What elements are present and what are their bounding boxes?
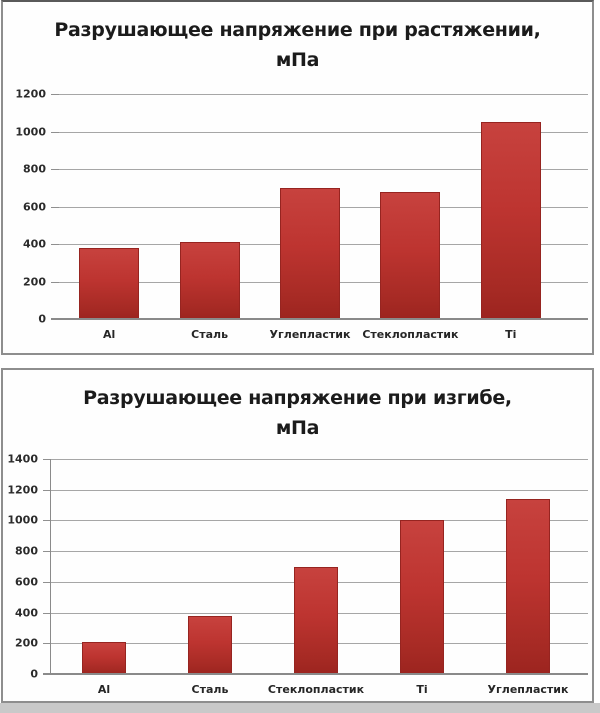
chart-panel-bending: Разрушающее напряжение при изгибе, мПа 0 2… xyxy=(1,368,594,703)
y-tick-label: 0 xyxy=(30,667,38,681)
bar xyxy=(79,247,140,319)
chart-title-bending-line1: Разрушающее напряжение при изгибе, xyxy=(83,387,512,409)
y-tick-label: 400 xyxy=(23,237,46,251)
y-tick xyxy=(43,520,51,522)
y-axis-line xyxy=(50,459,51,674)
chart-panel-tension: Разрушающее напряжение при растяжении, мП… xyxy=(1,0,594,355)
category-label: Al xyxy=(103,328,116,341)
gridline xyxy=(51,551,588,553)
y-tick-label: 200 xyxy=(15,636,38,650)
category-label: Сталь xyxy=(191,683,229,696)
category-label: Al xyxy=(97,683,111,696)
y-tick xyxy=(51,169,59,170)
y-tick-label: 0 xyxy=(38,312,46,326)
gridline xyxy=(59,131,588,133)
bar xyxy=(380,191,441,319)
plot-area-bending: 0 200 400 600 800 1000 1200 1400 Al Сталь Стеклопл… xyxy=(7,453,588,696)
x-axis-line xyxy=(43,673,588,675)
y-tick-label: 800 xyxy=(23,162,46,176)
y-tick-label: 600 xyxy=(23,200,46,213)
category-label: Сталь xyxy=(191,328,229,341)
gridline xyxy=(51,520,588,522)
y-tick-label: 400 xyxy=(15,606,38,620)
bar xyxy=(179,242,240,319)
y-tick-label: 1400 xyxy=(7,452,38,466)
gridline xyxy=(59,169,588,170)
bar xyxy=(280,187,340,319)
chart-title-bending-line2: мПа xyxy=(275,417,320,439)
y-tick xyxy=(43,489,51,491)
plot-area-tension: 0 200 400 600 800 1000 1200 Al Сталь Углепластик С… xyxy=(15,88,588,341)
category-label: Ti xyxy=(505,328,517,341)
bar xyxy=(480,122,541,319)
y-tick xyxy=(51,281,59,283)
y-tick xyxy=(43,581,51,583)
category-label: Углепластик xyxy=(269,328,351,341)
chart-title-tension-line1: Разрушающее напряжение при растяжении, xyxy=(54,19,541,41)
chart-title-bending: Разрушающее напряжение при изгибе, мПа xyxy=(3,370,592,443)
category-label: Стеклопластик xyxy=(267,683,365,696)
gridline xyxy=(59,94,588,95)
y-tick-label: 600 xyxy=(15,575,38,589)
gridline xyxy=(51,489,588,491)
y-tick xyxy=(51,94,59,95)
y-tick xyxy=(51,131,59,133)
y-tick-label: 1000 xyxy=(7,513,38,527)
gridline xyxy=(51,459,588,460)
y-tick xyxy=(51,244,59,245)
y-tick xyxy=(43,612,51,614)
y-tick-label: 200 xyxy=(23,275,46,288)
bar xyxy=(506,498,550,674)
y-tick xyxy=(43,459,51,460)
y-tick xyxy=(43,643,51,645)
bar xyxy=(188,615,232,674)
y-tick xyxy=(43,551,51,553)
x-axis-line xyxy=(51,318,588,320)
y-tick-label: 1200 xyxy=(7,483,38,497)
y-tick xyxy=(51,206,59,208)
y-tick-label: 1200 xyxy=(15,87,46,101)
chart-title-tension-line2: мПа xyxy=(275,49,320,71)
bar xyxy=(400,520,444,674)
y-tick-label: 800 xyxy=(15,544,38,558)
y-tick-label: 1000 xyxy=(15,125,46,138)
category-label: Ti xyxy=(416,683,428,696)
bar xyxy=(82,641,126,674)
bar xyxy=(294,566,338,674)
category-label: Стеклопластик xyxy=(362,328,459,341)
chart-title-tension: Разрушающее напряжение при растяжении, мП… xyxy=(3,2,592,75)
category-label: Углепластик xyxy=(487,683,569,696)
